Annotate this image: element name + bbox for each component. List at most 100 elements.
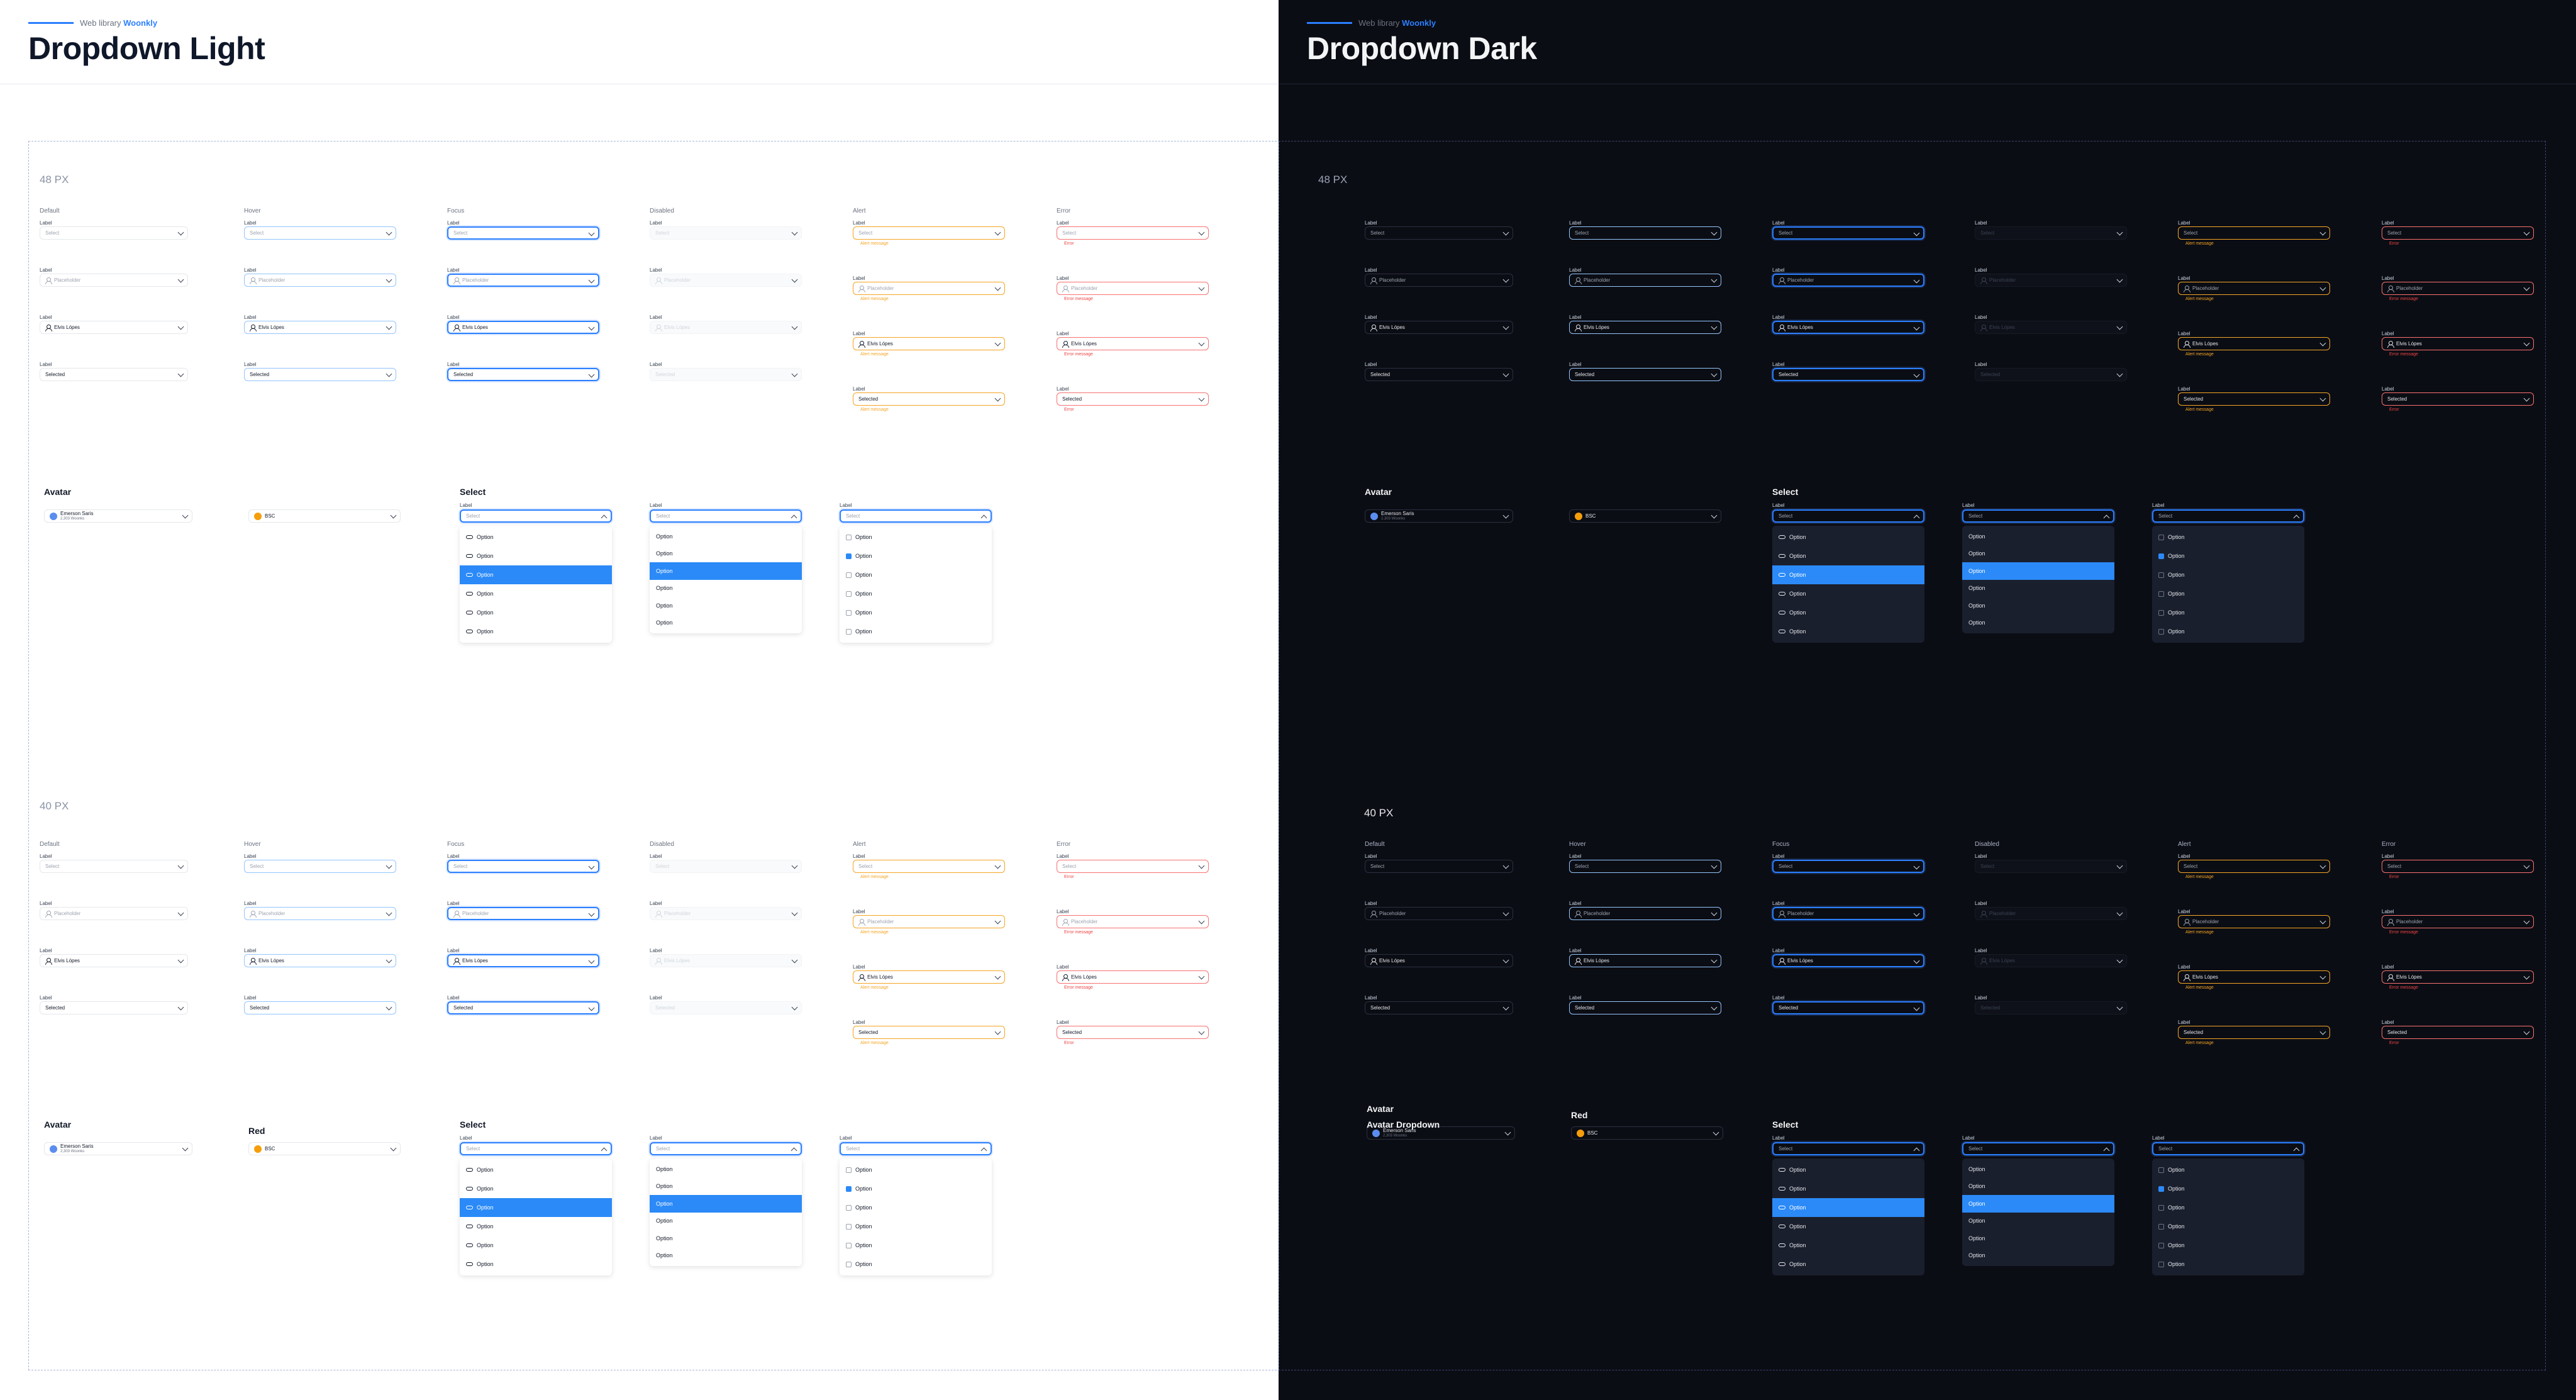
dropdown-option[interactable]: Option (2152, 603, 2304, 622)
dropdown-field[interactable]: Selected (2178, 1026, 2330, 1039)
checkbox-icon[interactable] (846, 534, 852, 540)
checkbox-icon[interactable] (2158, 572, 2164, 578)
dropdown-option[interactable]: Option (840, 1217, 992, 1236)
dropdown-option[interactable]: Option (1962, 597, 2114, 614)
dropdown-option[interactable]: Option (1962, 562, 2114, 580)
dropdown-field[interactable]: Placeholder (1057, 915, 1209, 928)
dropdown-option[interactable]: Option (1962, 1213, 2114, 1230)
dropdown-field[interactable]: Placeholder (1365, 907, 1513, 920)
select-dropdown-open[interactable]: Select (2152, 1142, 2304, 1155)
select-dropdown-open[interactable]: Select (1772, 509, 1924, 523)
dropdown-field[interactable]: Select (1569, 226, 1721, 240)
dropdown-field[interactable]: Select (447, 226, 599, 240)
breadcrumb-brand[interactable]: Woonkly (123, 18, 158, 28)
dropdown-option[interactable]: Option (460, 1179, 612, 1198)
dropdown-field[interactable]: Elvis Lópes (2178, 970, 2330, 984)
dropdown-field[interactable]: Elvis Lópes (2382, 970, 2534, 984)
dropdown-field[interactable]: Selected (1569, 1001, 1721, 1014)
dropdown-option[interactable]: Option (2152, 1236, 2304, 1255)
dropdown-field[interactable]: Elvis Lópes (1365, 321, 1513, 334)
select-dropdown-open[interactable]: Select (1772, 1142, 1924, 1155)
dropdown-option[interactable]: Option (1772, 1179, 1924, 1198)
dropdown-field[interactable]: Selected (447, 1001, 599, 1014)
dropdown-option[interactable]: Option (840, 1198, 992, 1217)
dropdown-option[interactable]: Option (460, 1236, 612, 1255)
dropdown-field[interactable]: Placeholder (447, 907, 599, 920)
dropdown-option[interactable]: Option (650, 528, 802, 545)
token-dropdown[interactable]: BSC (248, 1142, 401, 1155)
dropdown-field[interactable]: Select (447, 860, 599, 873)
dropdown-option[interactable]: Option (650, 1247, 802, 1265)
dropdown-option[interactable]: Option (1962, 1160, 2114, 1178)
avatar-dropdown[interactable]: Emerson Saris 2,303 Woonks (1367, 1126, 1515, 1140)
dropdown-field[interactable]: Select (40, 860, 188, 873)
dropdown-option[interactable]: Option (460, 603, 612, 622)
dropdown-option[interactable]: Option (460, 622, 612, 641)
dropdown-option[interactable]: Option (1772, 584, 1924, 603)
dropdown-field[interactable]: Placeholder (2178, 282, 2330, 295)
dropdown-option[interactable]: Option (840, 1179, 992, 1198)
dropdown-option[interactable]: Option (1772, 1217, 1924, 1236)
checkbox-icon[interactable] (2158, 628, 2164, 635)
dropdown-field[interactable]: Select (1365, 860, 1513, 873)
dropdown-field[interactable]: Elvis Lópes (1569, 954, 1721, 967)
dropdown-option[interactable]: Option (840, 1255, 992, 1274)
dropdown-option[interactable]: Option (840, 1236, 992, 1255)
dropdown-option[interactable]: Option (1962, 528, 2114, 545)
select-dropdown-open[interactable]: Select (650, 1142, 802, 1155)
avatar-dropdown[interactable]: Emerson Saris 2,303 Woonks (1365, 509, 1513, 523)
dropdown-field[interactable]: Elvis Lópes (1569, 321, 1721, 334)
dropdown-option[interactable]: Option (2152, 528, 2304, 547)
dropdown-option[interactable]: Option (2152, 1179, 2304, 1198)
dropdown-field[interactable]: Placeholder (244, 907, 396, 920)
checkbox-icon[interactable] (2158, 534, 2164, 540)
dropdown-option[interactable]: Option (2152, 1255, 2304, 1274)
dropdown-option[interactable]: Option (650, 1230, 802, 1247)
checkbox-icon[interactable] (846, 609, 852, 616)
dropdown-field[interactable]: Select (244, 226, 396, 240)
select-dropdown-open[interactable]: Select (840, 1142, 992, 1155)
dropdown-field[interactable]: Selected (40, 368, 188, 381)
dropdown-field[interactable]: Placeholder (853, 282, 1005, 295)
dropdown-field[interactable]: Placeholder (2178, 915, 2330, 928)
dropdown-option[interactable]: Option (1772, 547, 1924, 565)
checkbox-icon[interactable] (2158, 591, 2164, 597)
dropdown-field[interactable]: Selected (2382, 1026, 2534, 1039)
dropdown-field[interactable]: Placeholder (1569, 274, 1721, 287)
dropdown-option[interactable]: Option (2152, 565, 2304, 584)
dropdown-field[interactable]: Select (1569, 860, 1721, 873)
dropdown-option[interactable]: Option (1772, 1236, 1924, 1255)
dropdown-option[interactable]: Option (840, 528, 992, 547)
dropdown-field[interactable]: Selected (1772, 368, 1924, 381)
dropdown-field[interactable]: Selected (1057, 1026, 1209, 1039)
dropdown-field[interactable]: Select (853, 226, 1005, 240)
select-dropdown-open[interactable]: Select (460, 1142, 612, 1155)
token-dropdown[interactable]: BSC (1569, 509, 1721, 523)
dropdown-option[interactable]: Option (1962, 1247, 2114, 1265)
dropdown-field[interactable]: Select (40, 226, 188, 240)
dropdown-field[interactable]: Select (2382, 860, 2534, 873)
dropdown-option[interactable]: Option (650, 1178, 802, 1196)
dropdown-field[interactable]: Select (2178, 226, 2330, 240)
dropdown-option[interactable]: Option (650, 1195, 802, 1213)
dropdown-field[interactable]: Selected (1772, 1001, 1924, 1014)
select-dropdown-open[interactable]: Select (2152, 509, 2304, 523)
select-dropdown-open[interactable]: Select (460, 509, 612, 523)
checkbox-icon[interactable] (846, 1204, 852, 1211)
dropdown-field[interactable]: Placeholder (2382, 282, 2534, 295)
dropdown-option[interactable]: Option (650, 580, 802, 597)
dropdown-option[interactable]: Option (460, 1255, 612, 1274)
dropdown-option[interactable]: Option (650, 545, 802, 563)
dropdown-field[interactable]: Selected (244, 1001, 396, 1014)
dropdown-option[interactable]: Option (460, 584, 612, 603)
avatar-dropdown[interactable]: Emerson Saris 2,303 Woonks (44, 509, 192, 523)
checkbox-icon[interactable] (2158, 1261, 2164, 1267)
dropdown-field[interactable]: Selected (853, 1026, 1005, 1039)
dropdown-field[interactable]: Selected (2382, 392, 2534, 406)
dropdown-option[interactable]: Option (840, 547, 992, 565)
dropdown-option[interactable]: Option (1772, 528, 1924, 547)
dropdown-option[interactable]: Option (2152, 1198, 2304, 1217)
dropdown-field[interactable]: Placeholder (853, 915, 1005, 928)
checkbox-icon[interactable] (2158, 1204, 2164, 1211)
dropdown-field[interactable]: Elvis Lópes (244, 954, 396, 967)
